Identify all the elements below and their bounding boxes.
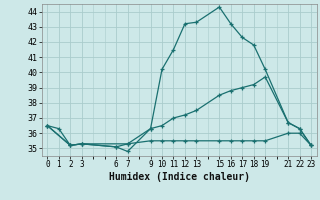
X-axis label: Humidex (Indice chaleur): Humidex (Indice chaleur) bbox=[109, 172, 250, 182]
